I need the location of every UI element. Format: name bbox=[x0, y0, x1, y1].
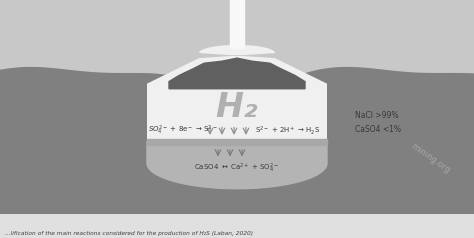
Polygon shape bbox=[147, 139, 327, 145]
Polygon shape bbox=[147, 141, 327, 189]
Polygon shape bbox=[147, 45, 327, 189]
Text: NaCl >99%
CaSO4 <1%: NaCl >99% CaSO4 <1% bbox=[355, 111, 401, 134]
Text: mining.org: mining.org bbox=[409, 141, 451, 175]
Bar bbox=[230, 0, 244, 48]
Text: $SO_4^{2-}$ + 8e$^-$ → S$^{2-}$: $SO_4^{2-}$ + 8e$^-$ → S$^{2-}$ bbox=[148, 123, 218, 137]
Text: CaSO4 $\leftrightarrow$ Ca$^{2+}$ + SO$_4^{2-}$: CaSO4 $\leftrightarrow$ Ca$^{2+}$ + SO$_… bbox=[194, 162, 280, 175]
Polygon shape bbox=[0, 0, 474, 102]
Text: S$^{2-}$ + 2H$^+$ → H$_2$S: S$^{2-}$ + 2H$^+$ → H$_2$S bbox=[255, 124, 320, 137]
Text: H₂: H₂ bbox=[216, 91, 258, 124]
Text: ...lification of the main reactions considered for the production of H₂S (Laban,: ...lification of the main reactions cons… bbox=[5, 231, 253, 236]
Polygon shape bbox=[169, 58, 305, 89]
